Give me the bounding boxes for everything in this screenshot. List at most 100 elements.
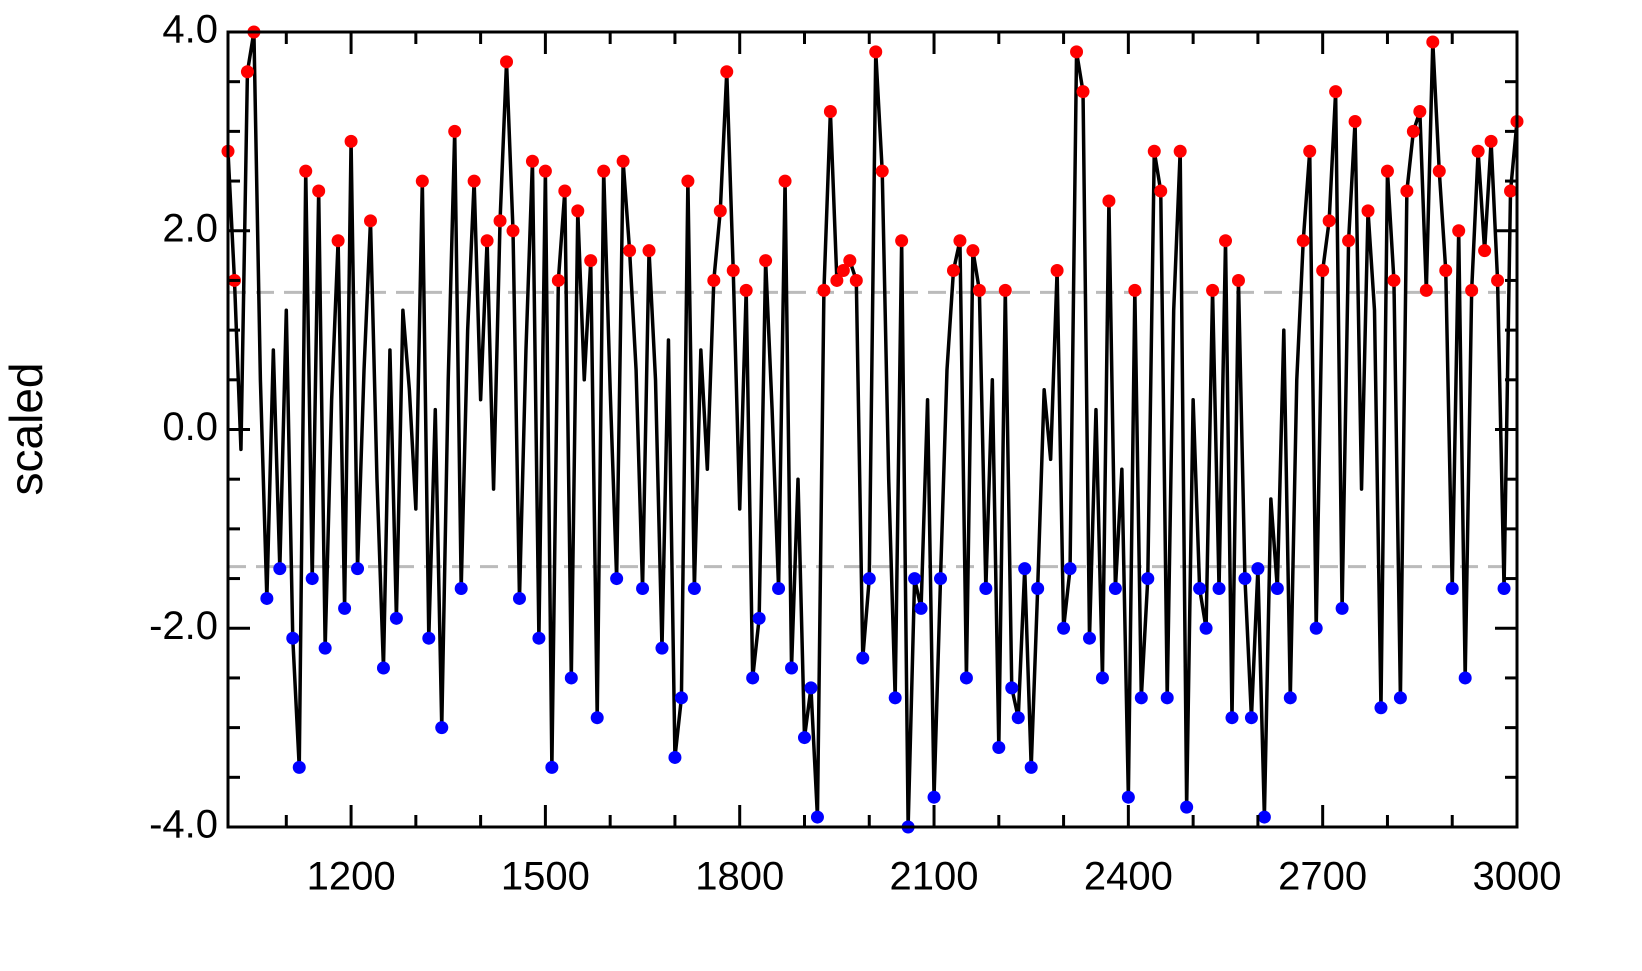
high-marker bbox=[1504, 184, 1518, 198]
high-marker bbox=[331, 234, 345, 248]
high-marker bbox=[720, 65, 734, 79]
x-tick-label: 1500 bbox=[501, 855, 590, 899]
low-marker bbox=[908, 572, 922, 586]
low-marker bbox=[260, 591, 274, 605]
low-marker bbox=[1374, 701, 1388, 715]
high-marker bbox=[966, 244, 980, 258]
low-marker bbox=[376, 661, 390, 675]
high-marker bbox=[1471, 144, 1485, 158]
x-tick-label: 2400 bbox=[1084, 855, 1173, 899]
low-marker bbox=[1005, 681, 1019, 695]
high-marker bbox=[1102, 194, 1116, 208]
low-marker bbox=[1212, 582, 1226, 595]
high-marker bbox=[240, 65, 254, 79]
high-marker bbox=[467, 174, 481, 188]
low-marker bbox=[422, 631, 436, 645]
x-tick-label: 2100 bbox=[890, 855, 979, 899]
low-marker bbox=[674, 691, 688, 705]
high-marker bbox=[895, 234, 909, 248]
high-marker bbox=[972, 283, 986, 297]
high-marker bbox=[1329, 85, 1343, 99]
high-marker bbox=[616, 154, 630, 168]
y-tick-label: 2.0 bbox=[162, 206, 218, 250]
low-marker bbox=[927, 790, 941, 804]
low-marker bbox=[1160, 691, 1174, 705]
high-marker bbox=[571, 204, 585, 218]
low-marker bbox=[389, 611, 403, 625]
x-tick-label: 3000 bbox=[1473, 855, 1562, 899]
high-marker bbox=[1348, 114, 1362, 128]
high-marker bbox=[830, 273, 844, 287]
high-marker bbox=[1426, 35, 1440, 49]
low-marker bbox=[454, 582, 468, 595]
high-marker bbox=[1484, 134, 1498, 148]
low-marker bbox=[1193, 582, 1207, 595]
low-marker bbox=[318, 641, 332, 655]
high-marker bbox=[875, 164, 889, 178]
low-marker bbox=[1095, 671, 1109, 685]
high-marker bbox=[1296, 234, 1310, 248]
low-marker bbox=[532, 631, 546, 645]
high-marker bbox=[312, 184, 326, 198]
high-marker bbox=[1050, 264, 1064, 277]
high-marker bbox=[1465, 283, 1479, 297]
high-marker bbox=[584, 254, 598, 268]
high-marker bbox=[1303, 144, 1317, 158]
high-marker bbox=[1147, 144, 1161, 158]
high-marker bbox=[623, 244, 637, 258]
low-marker bbox=[1251, 562, 1265, 576]
high-marker bbox=[415, 174, 429, 188]
high-marker bbox=[1432, 164, 1446, 178]
high-marker bbox=[1076, 85, 1090, 99]
low-marker bbox=[992, 741, 1006, 754]
low-marker bbox=[590, 711, 604, 725]
y-tick-label: 0.0 bbox=[162, 405, 218, 449]
high-marker bbox=[500, 55, 514, 69]
high-marker bbox=[998, 283, 1012, 297]
low-marker bbox=[273, 562, 287, 576]
high-marker bbox=[525, 154, 539, 168]
high-marker bbox=[823, 105, 837, 118]
y-tick-label: -4.0 bbox=[149, 803, 218, 847]
low-marker bbox=[959, 671, 973, 685]
low-marker bbox=[1108, 582, 1122, 595]
high-marker bbox=[759, 254, 773, 268]
low-marker bbox=[1082, 631, 1096, 645]
high-marker bbox=[836, 264, 850, 277]
high-marker bbox=[946, 264, 960, 277]
high-marker bbox=[1452, 224, 1466, 238]
high-marker bbox=[713, 204, 727, 218]
high-marker bbox=[1128, 283, 1142, 297]
low-marker bbox=[810, 810, 824, 824]
high-marker bbox=[1478, 244, 1492, 258]
low-marker bbox=[752, 611, 766, 625]
high-marker bbox=[344, 134, 358, 148]
y-tick-label: 4.0 bbox=[162, 8, 218, 52]
low-marker bbox=[797, 731, 811, 745]
high-marker bbox=[1154, 184, 1168, 198]
low-marker bbox=[655, 641, 669, 655]
high-marker bbox=[1439, 264, 1453, 277]
high-marker bbox=[506, 224, 520, 238]
high-marker bbox=[817, 283, 831, 297]
high-marker bbox=[843, 254, 857, 268]
high-marker bbox=[493, 214, 507, 228]
high-marker bbox=[953, 234, 967, 248]
low-marker bbox=[292, 760, 306, 774]
high-marker bbox=[1491, 273, 1505, 287]
low-marker bbox=[1335, 601, 1349, 615]
high-marker bbox=[480, 234, 494, 248]
low-marker bbox=[772, 582, 786, 595]
low-marker bbox=[862, 572, 876, 586]
high-marker bbox=[849, 273, 863, 287]
y-axis-label: scaled bbox=[0, 363, 52, 496]
low-marker bbox=[687, 582, 701, 595]
low-marker bbox=[1309, 621, 1323, 635]
low-marker bbox=[1134, 691, 1148, 705]
low-marker bbox=[746, 671, 760, 685]
low-marker bbox=[934, 572, 948, 586]
low-marker bbox=[1011, 711, 1025, 725]
high-marker bbox=[1070, 45, 1084, 59]
low-marker bbox=[1121, 790, 1135, 804]
